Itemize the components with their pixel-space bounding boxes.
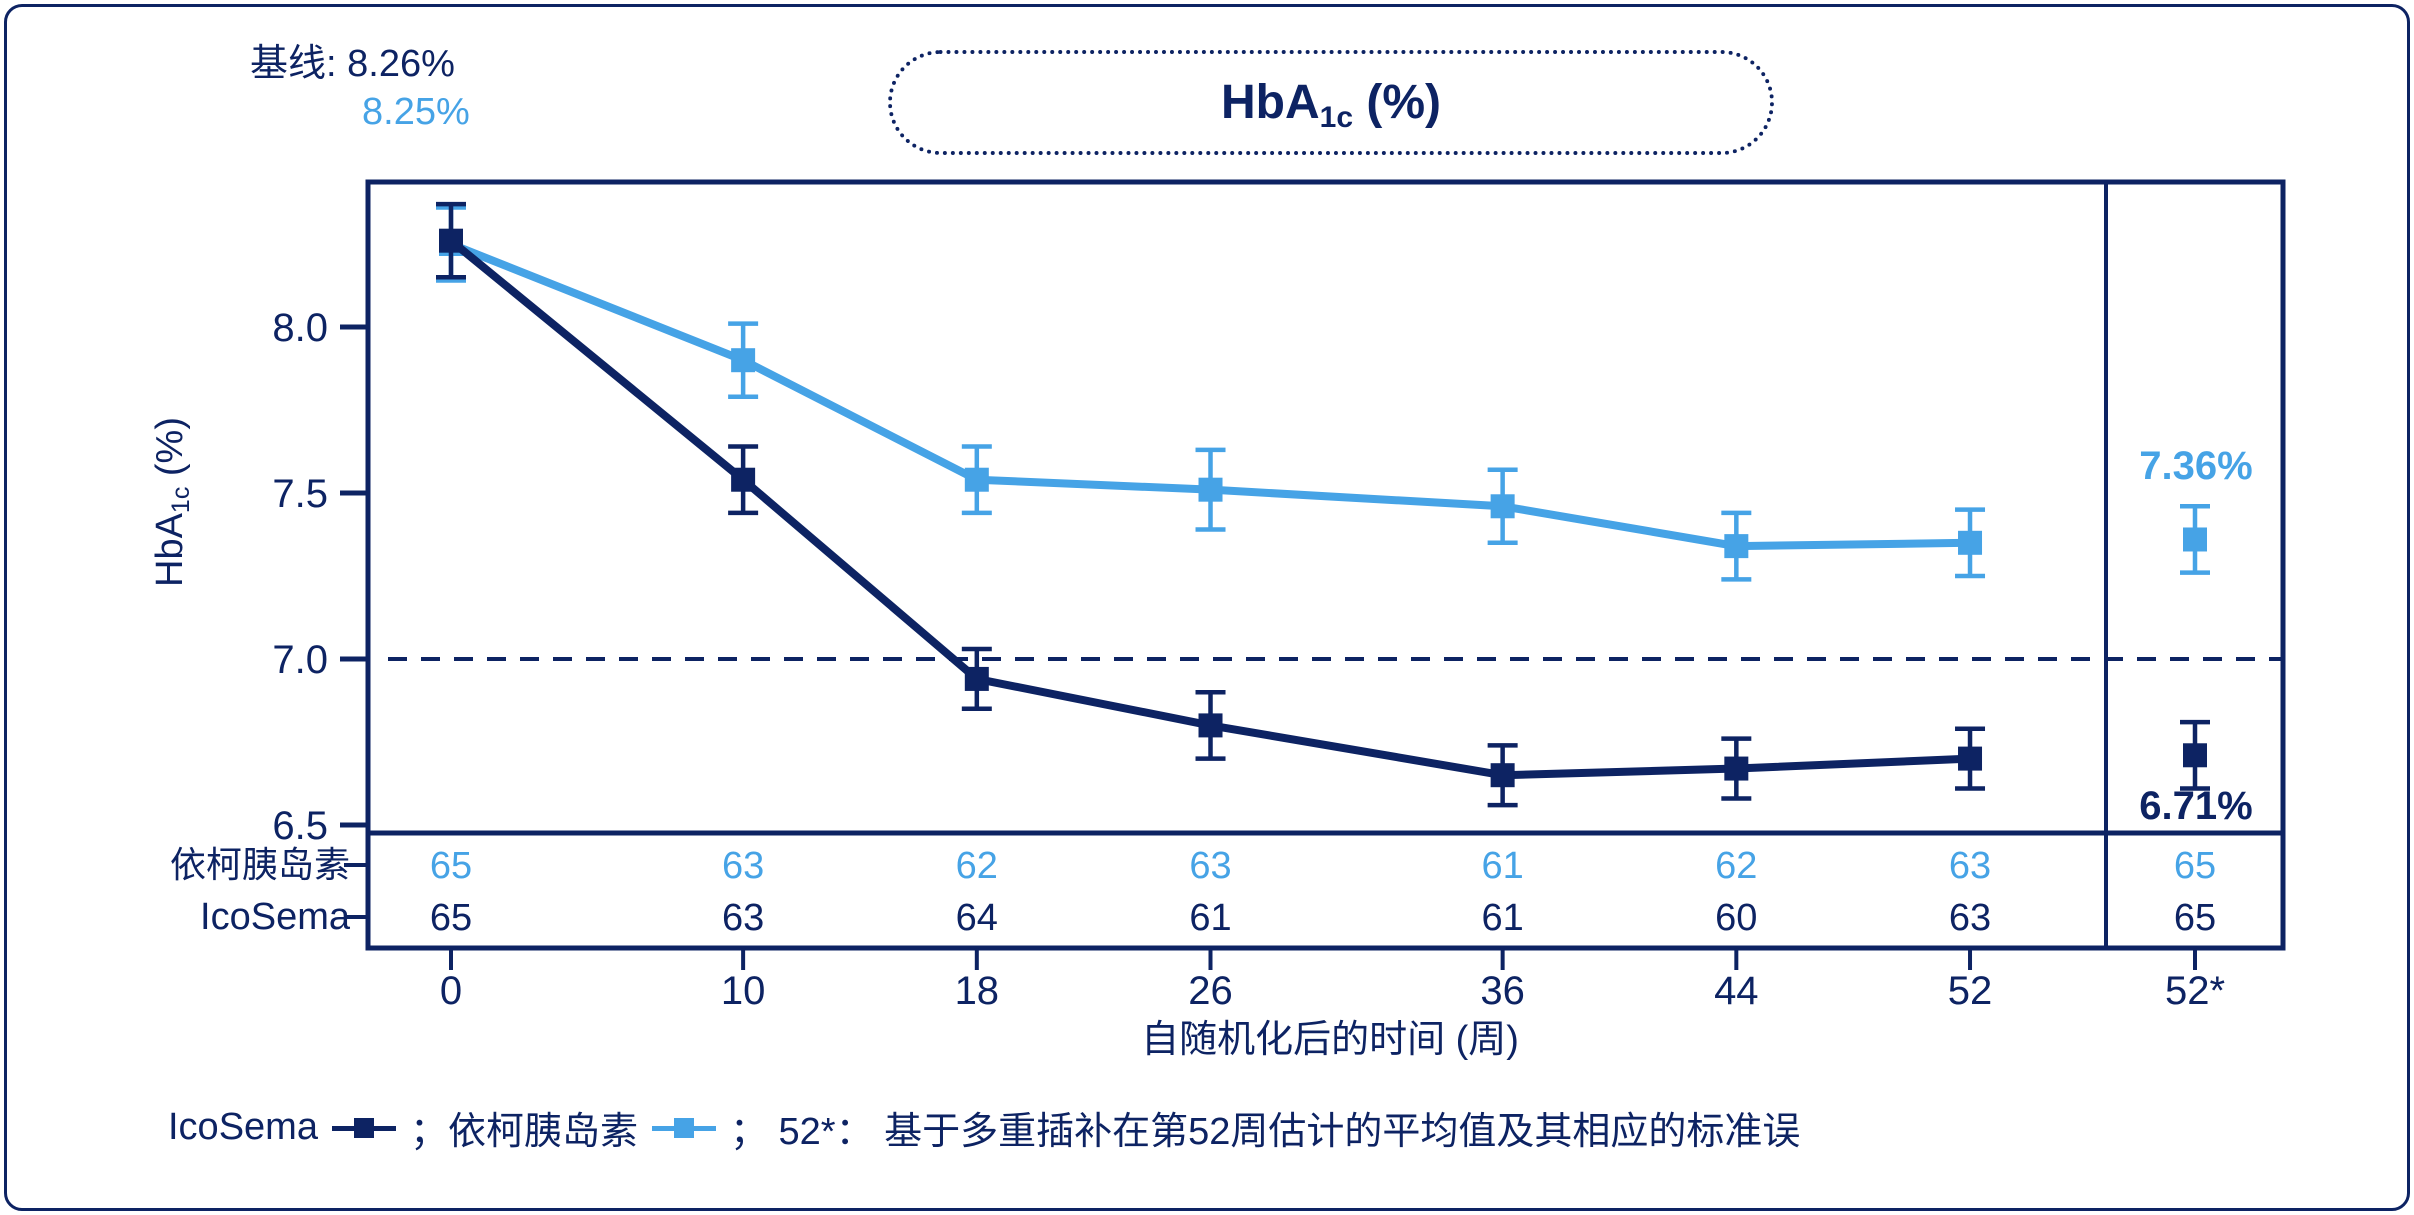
legend: IcoSema ；依柯胰岛素 ； 52*： 基于多重插补在第52周估计的平均值及…	[168, 1100, 1800, 1155]
n-table-row-label-icosema: IcoSema	[200, 896, 350, 938]
n-count-icosema: 61	[1481, 897, 1523, 939]
x-tick-label: 36	[1480, 969, 1525, 1013]
legend-marker-comparator	[651, 1115, 716, 1141]
chart-title-subscript: 1c	[1319, 101, 1354, 134]
y-tick-label: 7.5	[272, 472, 328, 516]
chart-title-box: HbA1c (%)	[888, 50, 1774, 155]
data-point-comparator	[964, 467, 989, 492]
data-point-comparator	[731, 348, 756, 373]
end-value-label-comparator: 7.36%	[2139, 444, 2253, 488]
n-count-icosema: 65	[430, 897, 472, 939]
baseline-prefix: 基线:	[250, 43, 337, 85]
n-count-icosema: 63	[1949, 897, 1991, 939]
x-tick-label: 52	[1948, 969, 1993, 1013]
data-point-icosema	[1490, 763, 1515, 788]
y-tick-label: 7.0	[272, 638, 328, 682]
chart-title-rest: (%)	[1353, 76, 1441, 129]
x-axis-title: 自随机化后的时间 (周)	[1141, 1019, 1519, 1061]
n-count-icosema: 60	[1715, 897, 1757, 939]
n-count-icosema: 63	[722, 897, 764, 939]
x-tick-label: 26	[1188, 969, 1233, 1013]
n-count-comparator: 62	[956, 845, 998, 887]
baseline-value-icosema: 8.26%	[347, 43, 455, 85]
y-tick-label: 8.0	[272, 306, 328, 350]
legend-square-icosema	[353, 1117, 374, 1138]
data-point-52star-icosema	[2183, 743, 2207, 768]
y-axis-label: HbA1c (%)	[146, 352, 195, 652]
data-point-icosema	[1958, 746, 1983, 771]
legend-label-comparator: ；依柯胰岛素	[409, 1111, 638, 1153]
x-tick-label: 0	[440, 969, 462, 1013]
y-axis-label-main: HbA	[149, 513, 191, 587]
chart-title-main: HbA	[1220, 76, 1320, 129]
n-count-icosema: 61	[1189, 897, 1231, 939]
legend-note-52star: ； 52*： 基于多重插补在第52周估计的平均值及其相应的标准误	[729, 1111, 1801, 1153]
x-tick-label: 44	[1714, 969, 1759, 1013]
n-count-icosema: 64	[956, 897, 998, 939]
data-point-comparator	[1198, 477, 1223, 502]
data-point-icosema	[964, 666, 989, 691]
legend-square-comparator	[673, 1117, 694, 1138]
x-tick-label: 10	[721, 969, 766, 1013]
baseline-value-comparator: 8.25%	[362, 91, 470, 133]
n-count-comparator: 63	[1949, 845, 1991, 887]
data-point-comparator	[1724, 534, 1749, 559]
n-count-comparator: 63	[722, 845, 764, 887]
data-point-comparator	[1958, 530, 1983, 555]
n-count-comparator: 63	[1189, 845, 1231, 887]
data-point-icosema	[439, 228, 463, 253]
legend-label-icosema: IcoSema	[168, 1106, 318, 1148]
n-table-row-label-comparator: 依柯胰岛素	[169, 844, 350, 885]
x-tick-label: 18	[955, 969, 1000, 1013]
data-point-comparator	[1490, 494, 1515, 519]
n-count-comparator: 65	[2174, 845, 2216, 887]
data-point-icosema	[731, 467, 756, 492]
data-point-52star-comparator	[2183, 527, 2207, 552]
data-point-icosema	[1724, 756, 1749, 781]
end-value-label-icosema: 6.71%	[2139, 784, 2253, 828]
n-count-comparator: 65	[430, 845, 472, 887]
x-tick-label: 52*	[2165, 969, 2225, 1013]
y-axis-label-subscript: 1c	[167, 486, 195, 514]
y-axis-label-rest: (%)	[149, 417, 191, 487]
data-point-icosema	[1198, 713, 1223, 738]
n-count-comparator: 62	[1715, 845, 1757, 887]
plot-frame	[365, 179, 2286, 951]
y-tick-label: 6.5	[272, 804, 328, 848]
n-count-comparator: 61	[1481, 845, 1523, 887]
n-count-icosema: 65	[2174, 897, 2216, 939]
legend-marker-icosema	[331, 1115, 396, 1141]
baseline-annotation: 基线: 8.26% 8.25%	[250, 40, 470, 136]
